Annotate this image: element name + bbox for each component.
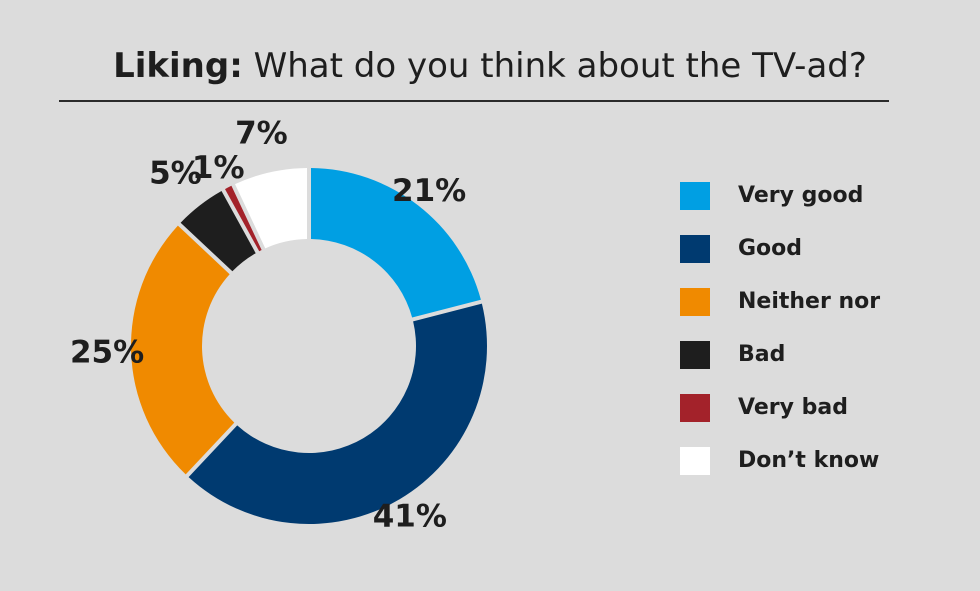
legend-label-very-bad: Very bad [738,395,848,420]
slice-label-bad: 5% [149,156,202,192]
slice-don-t-know [235,168,308,249]
chart-title-text: What do you think about the TV-ad? [253,46,867,86]
legend-swatch-very-bad [680,394,710,422]
slice-bad [180,190,256,272]
legend-label-good: Good [738,236,803,261]
slice-good [188,303,487,525]
donut-labels: 21% 41% 25% 5%1%7% [70,115,466,534]
legend-swatch-very-good [680,182,710,210]
donut-slices [130,168,487,525]
slice-label-don-t-know: 7% [235,115,288,151]
slice-very-good [310,168,481,318]
slice-neither-nor [130,225,235,475]
slice-label-very-bad: 1% [192,150,245,186]
slice-label-neither-nor: 25% [70,334,144,370]
slice-label-good: 41% [373,498,447,534]
legend-swatch-neither-nor [680,288,710,316]
slice-label-very-good: 21% [392,173,466,209]
legend-label-don-t-know: Don’t know [738,448,880,473]
chart-title: Liking: What do you think about the TV-a… [0,44,980,88]
title-divider [59,100,889,102]
legend-label-bad: Bad [738,342,786,367]
chart-title-bold: Liking: [113,46,243,86]
legend-swatch-don-t-know [680,447,710,475]
legend-swatch-good [680,235,710,263]
legend-label-very-good: Very good [738,183,864,208]
legend-swatch-bad [680,341,710,369]
slice-very-bad [225,185,262,252]
legend-label-neither-nor: Neither nor [738,289,881,314]
